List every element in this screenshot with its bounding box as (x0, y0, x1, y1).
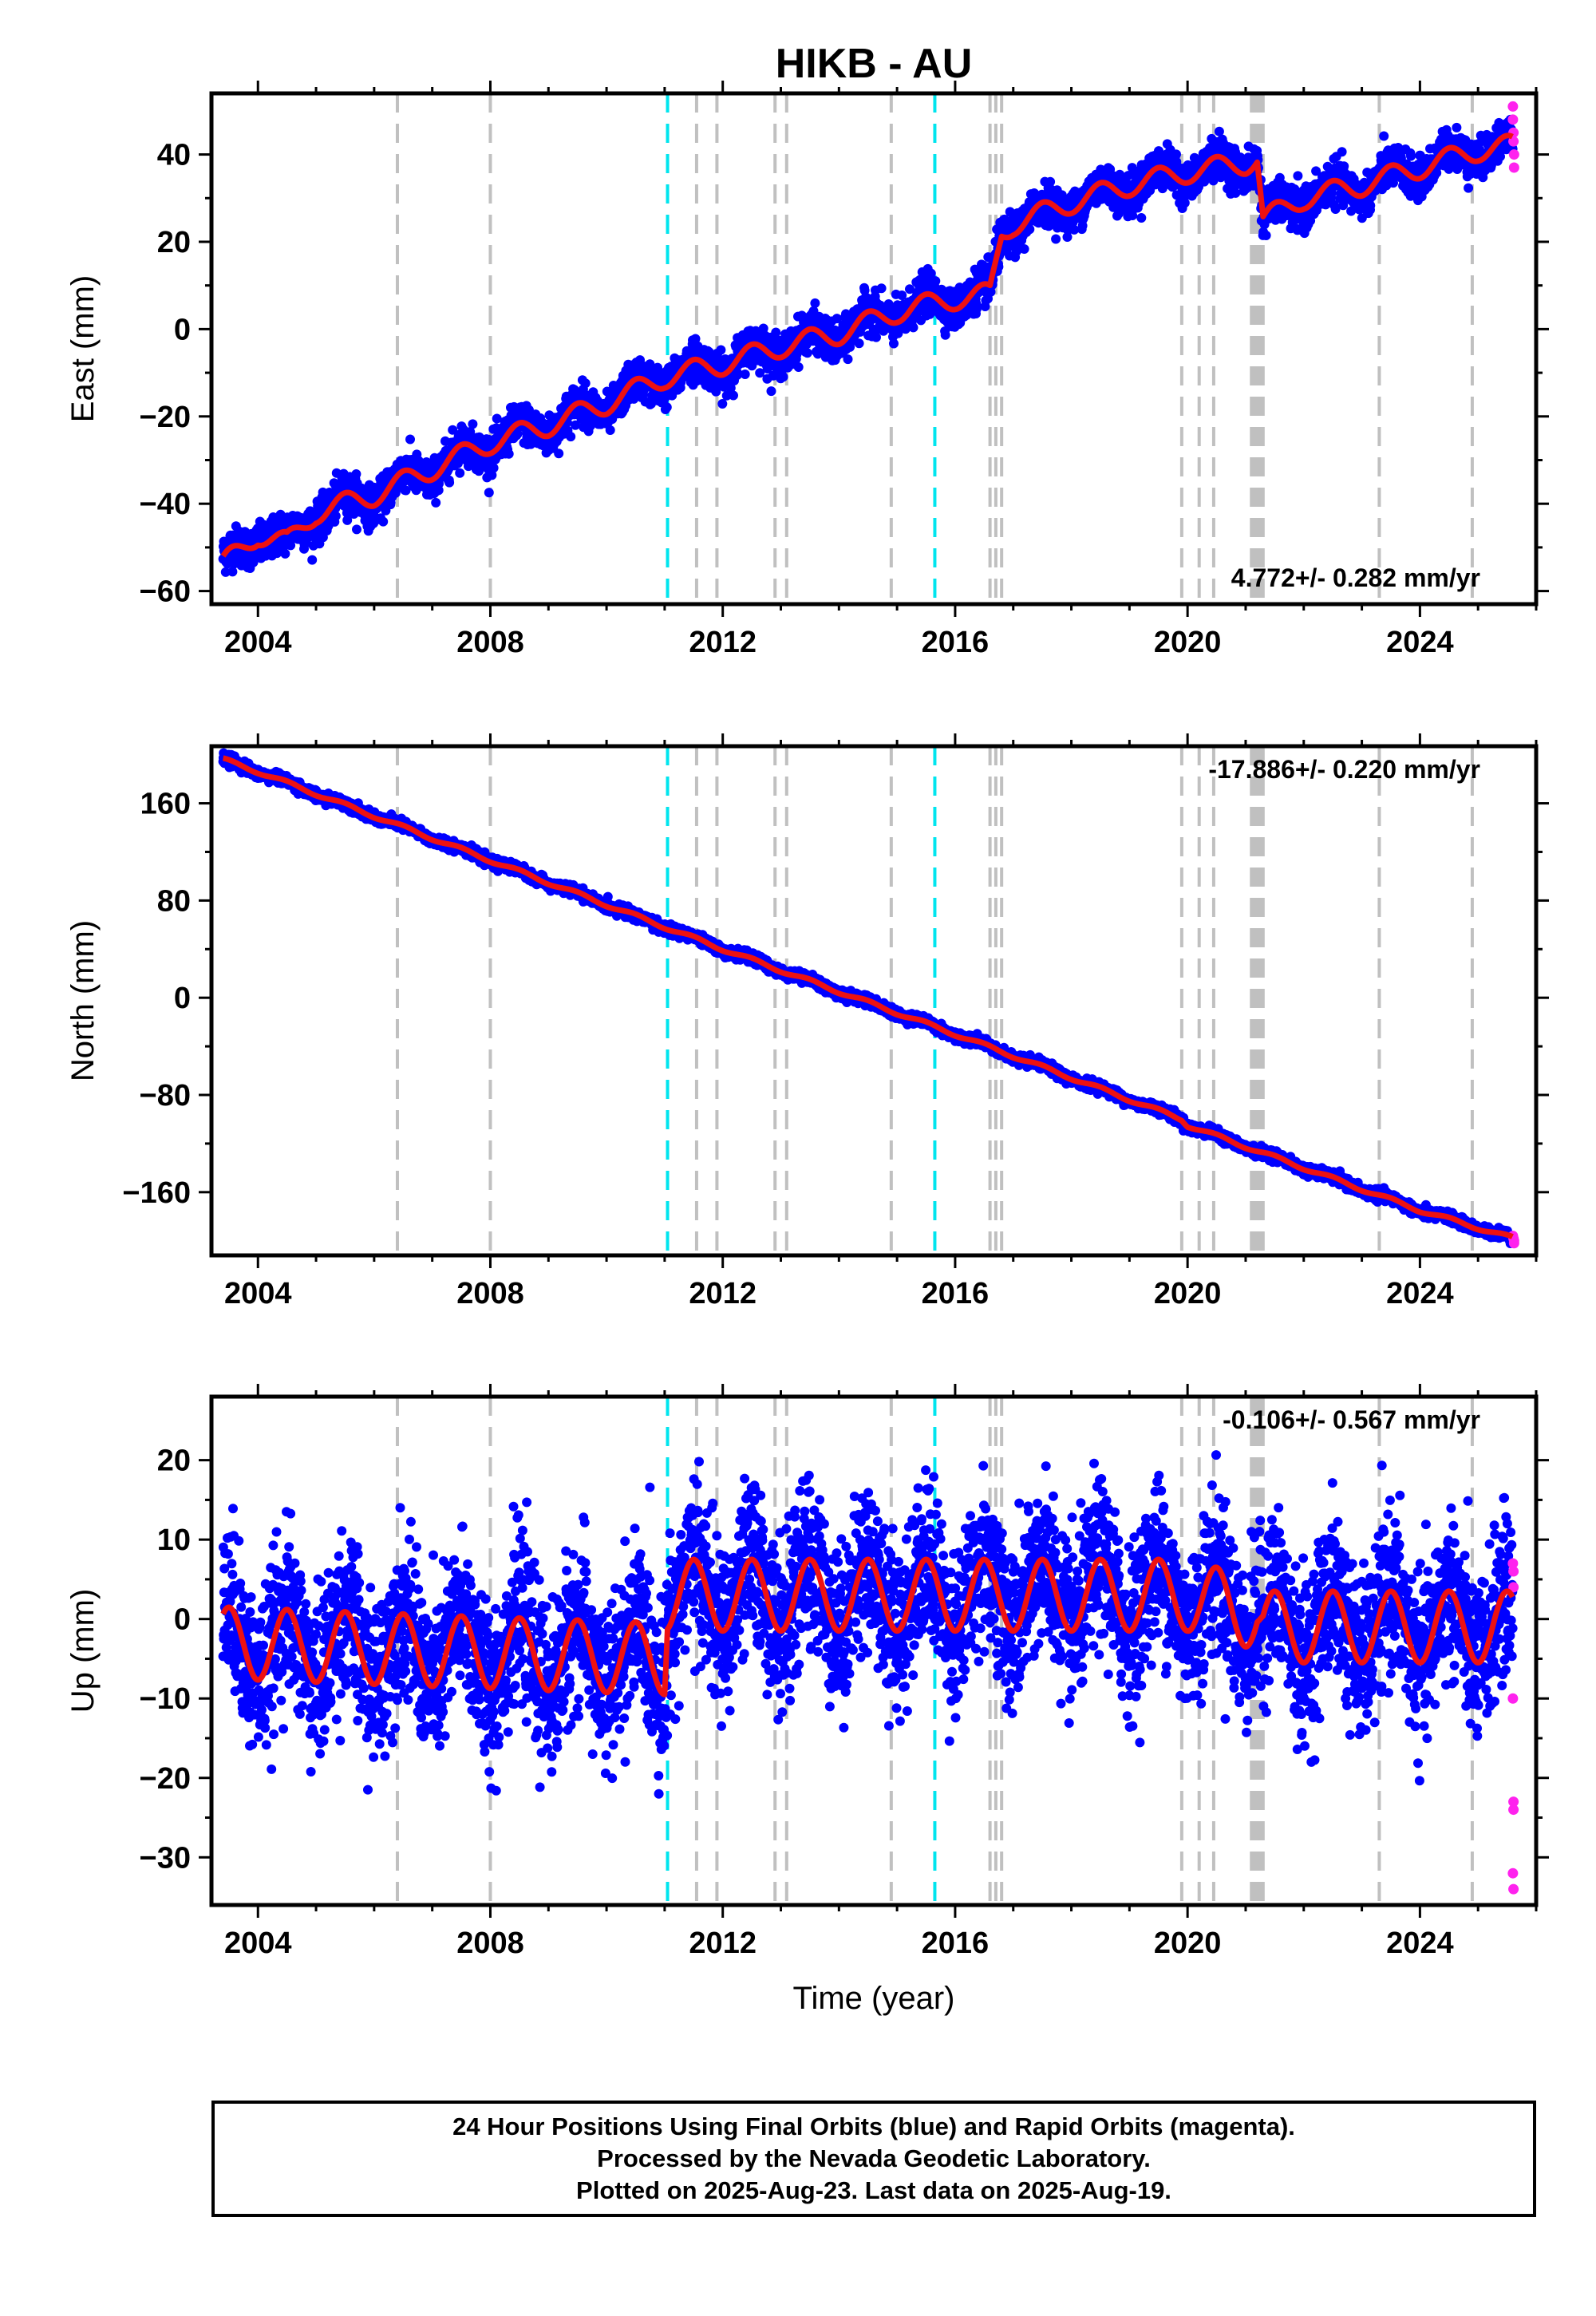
east-x-tick-label: 2004 (224, 626, 292, 659)
north-y-tick-label: −160 (122, 1176, 191, 1210)
north-model-fit-line (220, 755, 1515, 1239)
up-panel: 2004 2008 2012 2016 2020 2024 −30 −20 −10 0 10 20 Up… (65, 1384, 1549, 2016)
north-plot-frame (209, 744, 1539, 1258)
east-x-tick-label: 2020 (1154, 626, 1222, 659)
north-y-axis-label: North (mm) (65, 920, 101, 1081)
north-plot-area (218, 746, 1519, 1255)
up-y-axis-label: Up (mm) (65, 1589, 101, 1713)
east-plot-area (218, 93, 1519, 604)
up-velocity-annotation: -0.106+/- 0.567 mm/yr (1223, 1405, 1480, 1434)
up-x-tick-label: 2024 (1386, 1927, 1454, 1960)
up-x-tick-label: 2016 (922, 1927, 990, 1960)
north-x-tick-label: 2012 (689, 1277, 757, 1310)
up-rapid-orbit-point (1507, 1867, 1519, 1879)
east-y-tick-label: 20 (157, 226, 191, 259)
east-y-tick-label: −40 (140, 488, 191, 521)
north-velocity-annotation: -17.886+/- 0.220 mm/yr (1208, 755, 1480, 784)
north-x-tick-label: 2020 (1154, 1277, 1222, 1310)
north-x-tick-label: 2016 (922, 1277, 990, 1310)
north-x-tick-label: 2004 (224, 1277, 292, 1310)
footer-caption: 24 Hour Positions Using Final Orbits (bl… (211, 2101, 1536, 2217)
east-x-tick-label: 2008 (456, 626, 524, 659)
up-rapid-orbit-point (1508, 1566, 1519, 1577)
up-final-orbit-points (218, 1450, 1518, 1799)
up-rapid-orbit-point (1508, 1883, 1519, 1895)
up-x-tick-label: 2008 (456, 1927, 524, 1960)
up-plot-area (218, 1397, 1519, 1905)
east-rapid-orbit-point (1507, 114, 1519, 125)
up-rapid-orbit-point (1507, 1693, 1519, 1704)
north-panel: 2004 2008 2012 2016 2020 2024 −160 −80 0 80 160 Nor… (65, 733, 1549, 1310)
panels: 2004 2008 2012 2016 2020 2024 −60 −40 −20 0 20 40 Ea… (65, 81, 1549, 2016)
east-x-tick-label: 2012 (689, 626, 757, 659)
up-x-axis-label: Time (year) (793, 1981, 955, 2016)
north-rapid-orbit-point (1508, 1238, 1519, 1249)
up-x-tick-label: 2004 (224, 1927, 292, 1960)
east-rapid-orbit-point (1508, 162, 1519, 173)
east-x-tick-label: 2016 (922, 626, 990, 659)
north-y-tick-label: −80 (140, 1079, 191, 1113)
up-model-fit-line (220, 1556, 1515, 1697)
up-rapid-orbit-point (1508, 1804, 1519, 1816)
up-y-tick-label: 10 (157, 1524, 191, 1557)
east-velocity-annotation: 4.772+/- 0.282 mm/yr (1231, 563, 1480, 592)
up-x-tick-label: 2012 (689, 1927, 757, 1960)
north-x-tick-label: 2024 (1386, 1277, 1454, 1310)
north-y-tick-label: 0 (174, 982, 191, 1015)
up-rapid-orbit-point (1507, 1558, 1519, 1569)
up-y-tick-label: 20 (157, 1445, 191, 1478)
north-y-tick-label: 160 (140, 788, 191, 821)
footer-line-2: Processed by the Nevada Geodetic Laborat… (597, 2144, 1151, 2172)
east-y-tick-label: 40 (157, 139, 191, 172)
east-panel: 2004 2008 2012 2016 2020 2024 −60 −40 −20 0 20 40 Ea… (65, 81, 1549, 659)
footer-line-1: 24 Hour Positions Using Final Orbits (bl… (452, 2112, 1295, 2140)
footer-line-3: Plotted on 2025-Aug-23. Last data on 202… (576, 2176, 1171, 2204)
east-rapid-orbit-point (1507, 101, 1519, 112)
east-y-tick-label: −20 (140, 401, 191, 434)
up-plot-frame (209, 1394, 1539, 1907)
east-model-fit-line (220, 132, 1515, 559)
east-plot-frame (209, 91, 1539, 607)
up-rapid-orbit-point (1508, 1582, 1519, 1593)
up-y-tick-label: −30 (140, 1841, 191, 1875)
chart-title: HIKB - AU (776, 41, 973, 87)
east-y-tick-label: −60 (140, 575, 191, 609)
east-y-axis-label: East (mm) (65, 275, 101, 422)
east-final-orbit-points (218, 114, 1518, 577)
east-rapid-orbit-point (1508, 149, 1519, 160)
up-rapid-orbit-point (1508, 1796, 1519, 1808)
up-x-tick-label: 2020 (1154, 1927, 1222, 1960)
up-y-tick-label: 0 (174, 1603, 191, 1637)
north-y-tick-label: 80 (157, 884, 191, 918)
east-y-tick-label: 0 (174, 313, 191, 346)
up-y-tick-label: −10 (140, 1682, 191, 1716)
up-y-tick-label: −20 (140, 1762, 191, 1796)
north-x-tick-label: 2008 (456, 1277, 524, 1310)
east-x-tick-label: 2024 (1386, 626, 1454, 659)
